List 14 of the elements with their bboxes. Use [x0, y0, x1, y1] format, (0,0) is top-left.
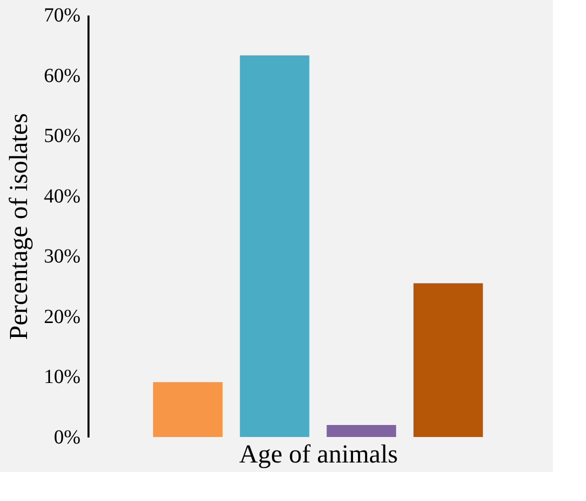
bar	[240, 55, 310, 437]
x-axis-title: Age of animals	[239, 440, 398, 468]
y-axis-title: Percentage of isolates	[4, 113, 33, 340]
y-tick-label: 50%	[44, 125, 80, 148]
y-tick-label: 10%	[44, 366, 80, 388]
y-tick-label: 30%	[44, 246, 80, 268]
y-tick-label: 20%	[44, 306, 80, 328]
y-tick-label: 70%	[44, 4, 80, 26]
bar	[153, 382, 223, 437]
y-tick-label: 40%	[44, 185, 80, 208]
bar	[413, 283, 483, 437]
y-tick-label: 60%	[44, 64, 80, 87]
y-tick-label: 0%	[54, 426, 80, 448]
bar	[326, 424, 396, 437]
